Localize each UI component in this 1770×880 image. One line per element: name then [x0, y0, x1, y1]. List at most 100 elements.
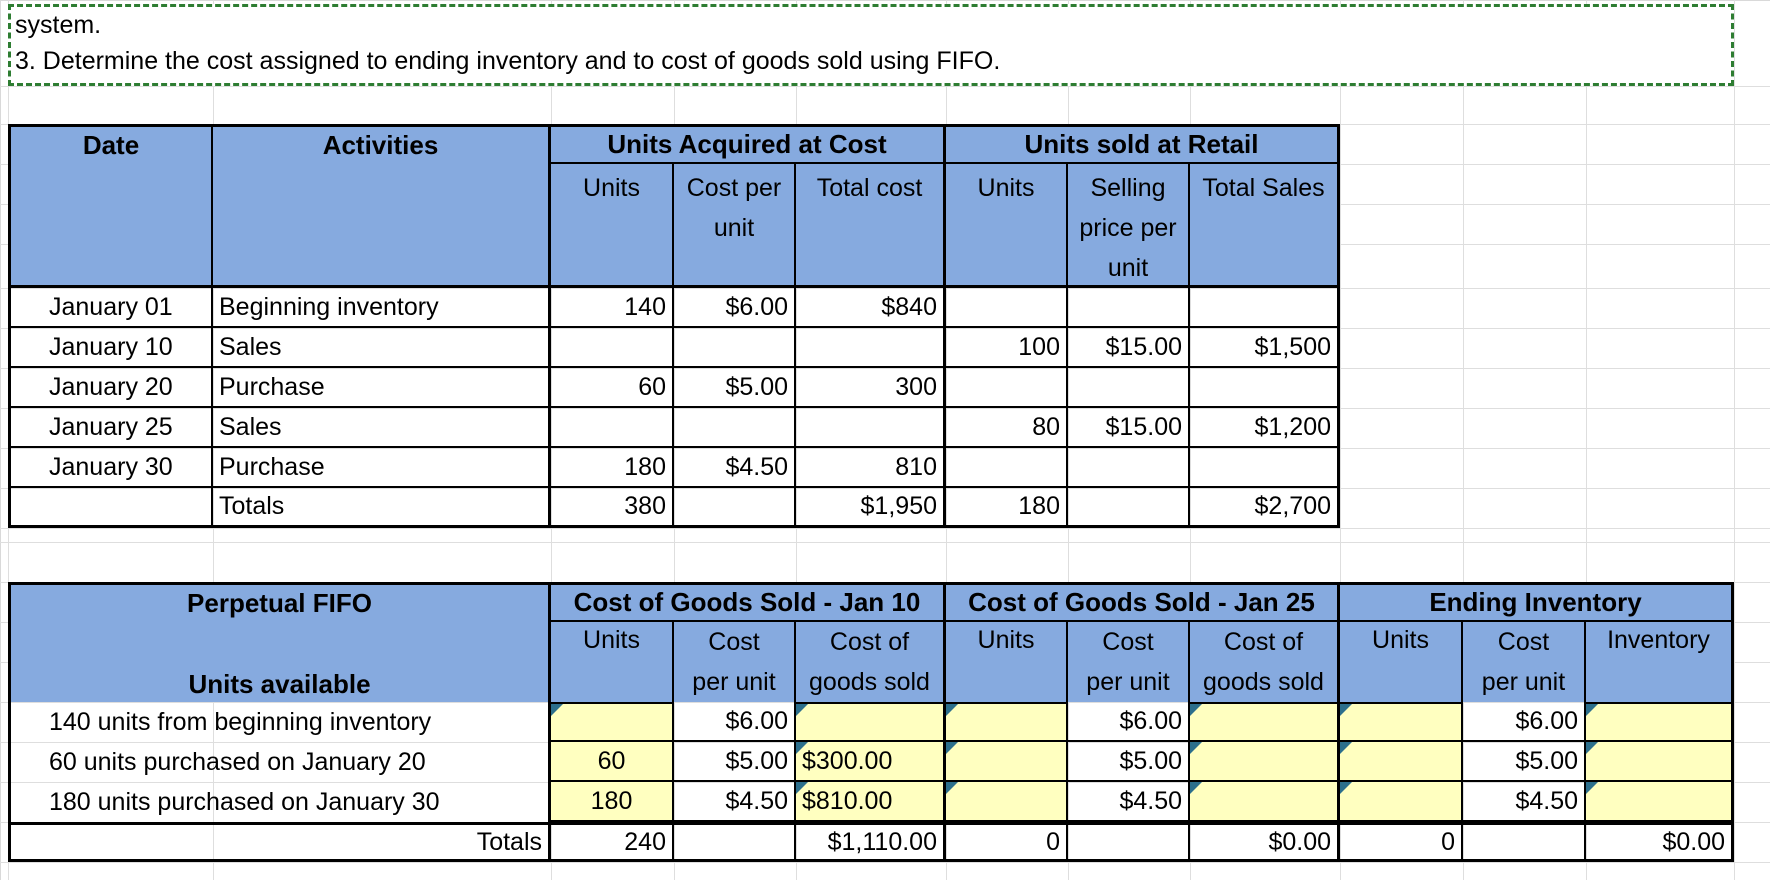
header-activities-blank: [213, 164, 551, 288]
header-jan10-units: Units: [551, 622, 674, 702]
totals-ending-units: 0: [1340, 822, 1463, 862]
header-total-cost: Total cost: [796, 164, 946, 288]
row-selling-price: [1068, 448, 1190, 488]
instruction-line-1: system.: [15, 11, 102, 39]
header-cogs-line1: Cost of: [829, 628, 910, 656]
row-date: January 20: [8, 368, 213, 408]
row-sold-units: 100: [946, 328, 1068, 368]
instructions-textbox[interactable]: system. 3. Determine the cost assigned t…: [8, 4, 1734, 86]
row-total-cost: 810: [796, 448, 946, 488]
row-activity: Purchase: [213, 368, 551, 408]
row-total-sales: [1190, 368, 1340, 408]
row-units: 140: [551, 288, 674, 328]
totals-jan10-cost-blank: [674, 822, 796, 862]
row-cost-per-unit: $4.50: [674, 448, 796, 488]
row-ending-cost: $6.00: [1463, 702, 1586, 742]
row-units: 380: [551, 488, 674, 528]
header-date-blank: [8, 164, 213, 288]
row-activity: Totals: [213, 488, 551, 528]
row-sold-units: 180: [946, 488, 1068, 528]
input-jan10-cogs[interactable]: $810.00: [796, 782, 946, 822]
input-jan25-cogs[interactable]: [1190, 782, 1340, 822]
header-jan25-units: Units: [946, 622, 1068, 702]
totals-label: Totals: [8, 822, 551, 862]
input-ending-units[interactable]: [1340, 782, 1463, 822]
row-ending-cost: $4.50: [1463, 782, 1586, 822]
header-ending-cost: Cost per unit: [1463, 622, 1586, 702]
row-jan10-cost: $6.00: [674, 702, 796, 742]
row-selling-price: $15.00: [1068, 408, 1190, 448]
header-ending-inventory-col: Inventory: [1586, 622, 1734, 702]
input-ending-units[interactable]: [1340, 742, 1463, 782]
header-cogs-jan25: Cost of Goods Sold - Jan 25: [946, 582, 1340, 622]
header-cogs-line1: Cost of: [1223, 628, 1304, 656]
header-jan25-cost: Cost per unit: [1068, 622, 1190, 702]
header-units-available: Units available: [8, 622, 551, 702]
row-sold-units: [946, 448, 1068, 488]
row-total-sales: $1,200: [1190, 408, 1340, 448]
totals-jan10-units: 240: [551, 822, 674, 862]
input-jan10-units[interactable]: 180: [551, 782, 674, 822]
totals-jan25-cost-blank: [1068, 822, 1190, 862]
row-units: [551, 328, 674, 368]
header-jan25-cogs: Cost of goods sold: [1190, 622, 1340, 702]
row-total-sales: $2,700: [1190, 488, 1340, 528]
input-jan25-units[interactable]: [946, 782, 1068, 822]
header-cogs-line2: goods sold: [1203, 668, 1324, 696]
row-selling-price: [1068, 288, 1190, 328]
input-jan10-cogs[interactable]: [796, 702, 946, 742]
row-total-cost: $1,950: [796, 488, 946, 528]
instruction-line-2: 3. Determine the cost assigned to ending…: [15, 47, 1001, 75]
row-total-cost: 300: [796, 368, 946, 408]
header-cost-line2: per unit: [692, 668, 776, 696]
row-total-sales: [1190, 448, 1340, 488]
input-jan25-units[interactable]: [946, 742, 1068, 782]
row-cost-per-unit: [674, 328, 796, 368]
row-sold-units: [946, 288, 1068, 328]
header-ending-units: Units: [1340, 622, 1463, 702]
row-total-sales: [1190, 288, 1340, 328]
row-activity: Beginning inventory: [213, 288, 551, 328]
input-jan25-cogs[interactable]: [1190, 742, 1340, 782]
row-units: 60: [551, 368, 674, 408]
row-cost-per-unit: [674, 488, 796, 528]
header-total-sales: Total Sales: [1190, 164, 1340, 288]
input-ending-inventory[interactable]: [1586, 782, 1734, 822]
input-jan10-cogs[interactable]: $300.00: [796, 742, 946, 782]
header-jan10-cogs: Cost of goods sold: [796, 622, 946, 702]
row-cost-per-unit: [674, 408, 796, 448]
input-jan25-cogs[interactable]: [1190, 702, 1340, 742]
input-ending-inventory[interactable]: [1586, 702, 1734, 742]
row-jan10-cost: $4.50: [674, 782, 796, 822]
header-cost-line2: per unit: [1086, 668, 1170, 696]
row-activity: Sales: [213, 328, 551, 368]
header-activities: Activities: [213, 124, 551, 164]
row-total-cost: $840: [796, 288, 946, 328]
row-date: January 01: [8, 288, 213, 328]
input-jan10-units[interactable]: [551, 702, 674, 742]
header-ending-inventory: Ending Inventory: [1340, 582, 1734, 622]
header-cost-per-unit: Cost per unit: [674, 164, 796, 288]
input-ending-units[interactable]: [1340, 702, 1463, 742]
header-date: Date: [8, 124, 213, 164]
header-cost-line1: Cost: [708, 628, 760, 656]
row-date: [8, 488, 213, 528]
row-selling-price: [1068, 368, 1190, 408]
row-selling-price: [1068, 488, 1190, 528]
input-jan25-units[interactable]: [946, 702, 1068, 742]
row-label: 180 units purchased on January 30: [8, 782, 551, 822]
totals-ending-cost-blank: [1463, 822, 1586, 862]
row-selling-price: $15.00: [1068, 328, 1190, 368]
input-jan10-units[interactable]: 60: [551, 742, 674, 782]
row-date: January 30: [8, 448, 213, 488]
totals-jan10-cogs: $1,110.00: [796, 822, 946, 862]
header-units-sold: Units sold at Retail: [946, 124, 1340, 164]
row-total-cost: [796, 408, 946, 448]
row-units: [551, 408, 674, 448]
header-jan10-cost: Cost per unit: [674, 622, 796, 702]
row-date: January 25: [8, 408, 213, 448]
input-ending-inventory[interactable]: [1586, 742, 1734, 782]
row-jan25-cost: $6.00: [1068, 702, 1190, 742]
header-cost-line1: Cost: [1497, 628, 1550, 656]
row-jan25-cost: $5.00: [1068, 742, 1190, 782]
